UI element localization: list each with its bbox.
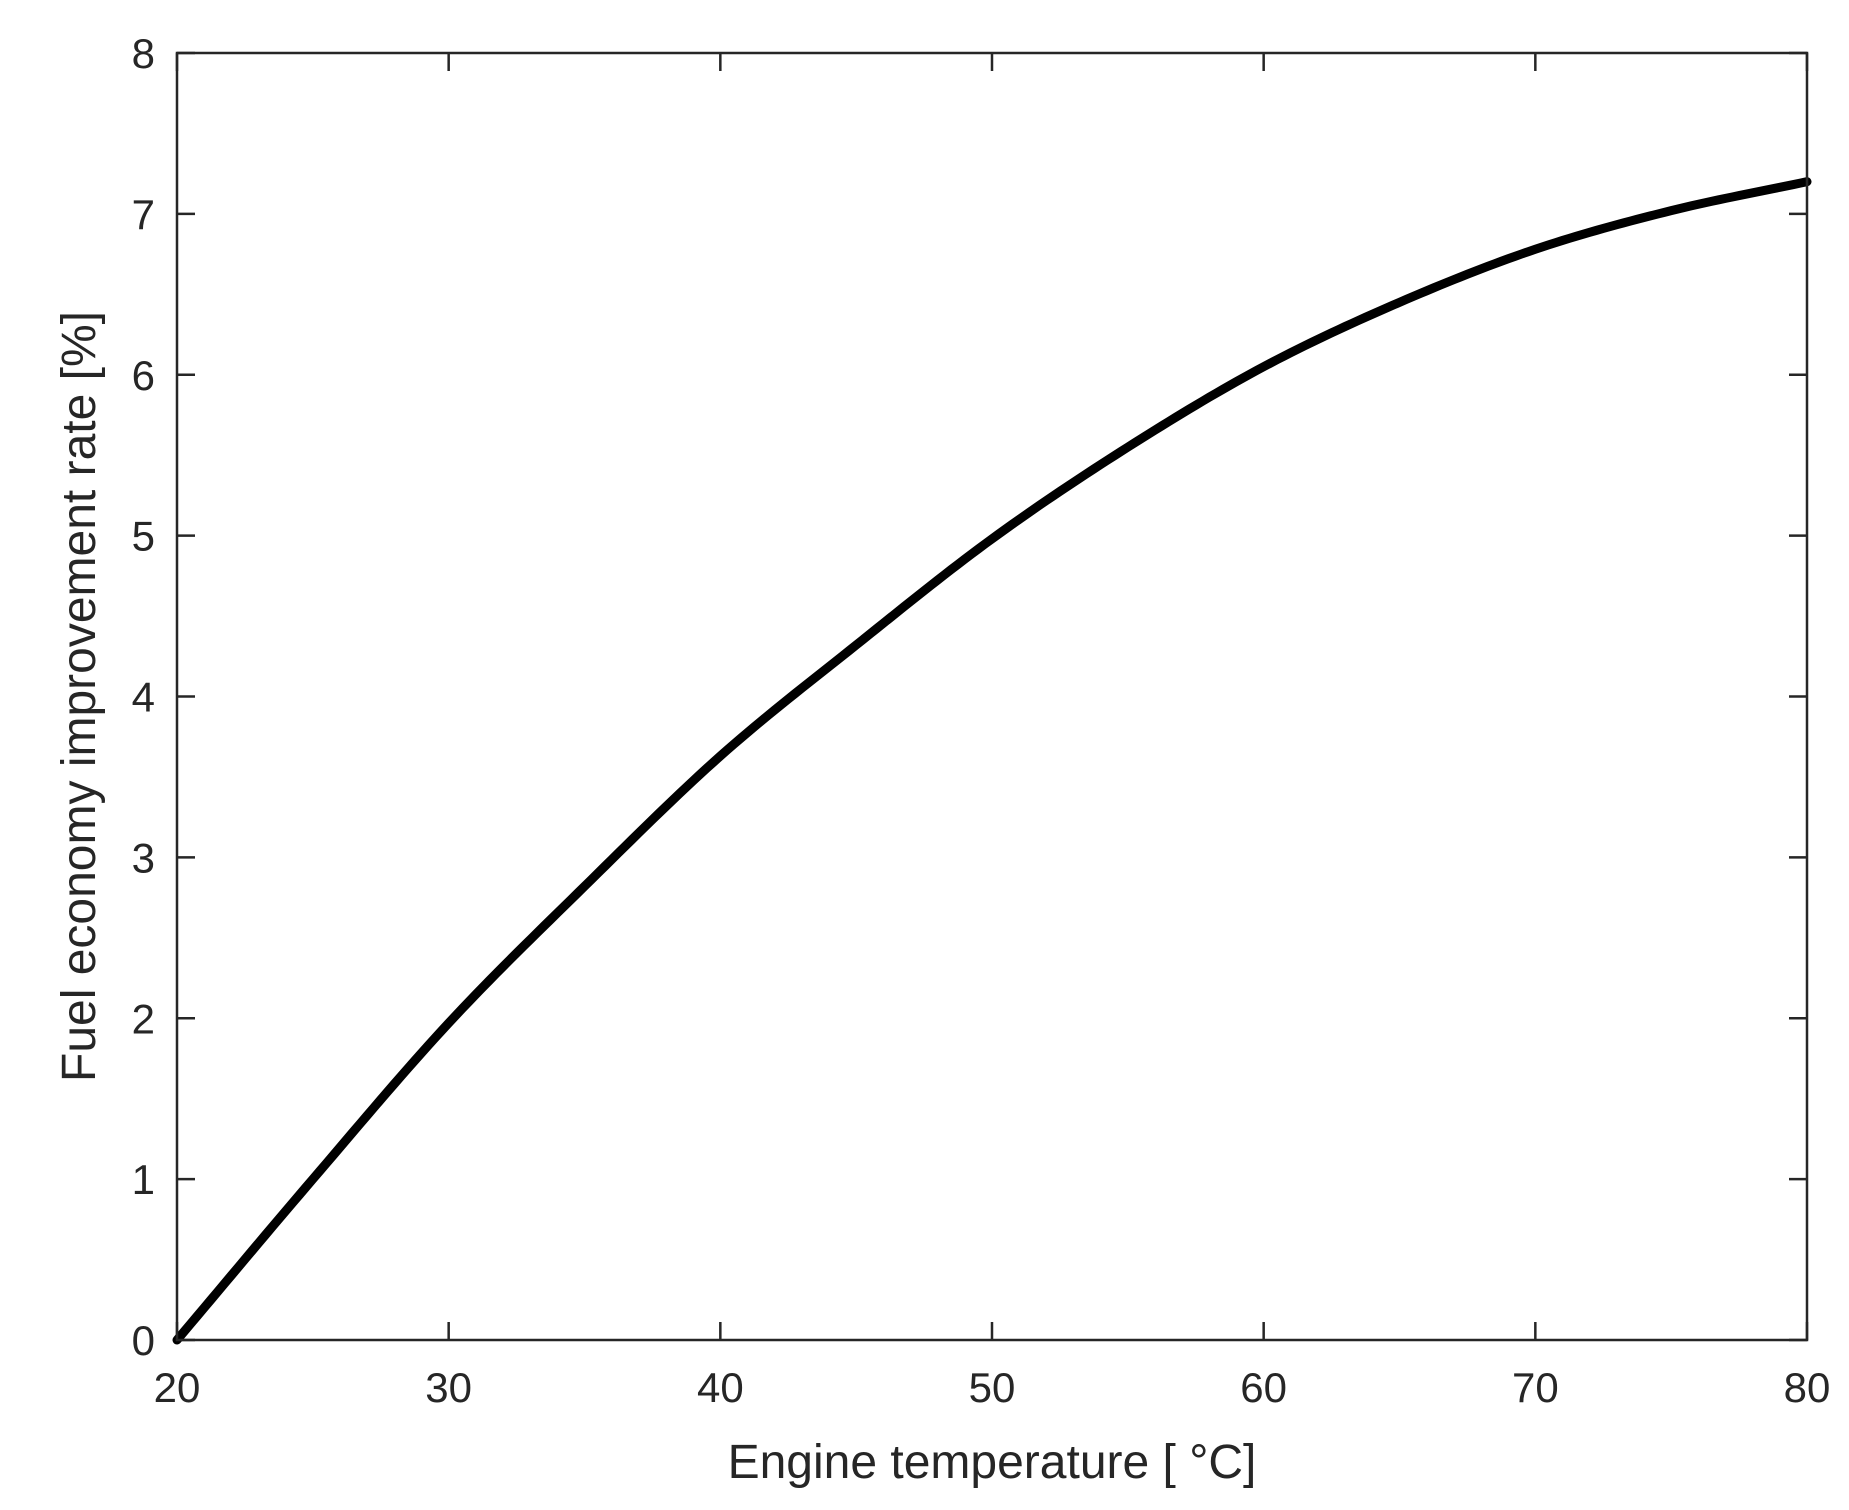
- x-axis-title: Engine temperature [ °C]: [728, 1436, 1257, 1489]
- y-tick-label: 2: [132, 995, 155, 1042]
- y-axis-title: Fuel economy improvement rate [%]: [53, 311, 106, 1082]
- y-tick-label: 5: [132, 513, 155, 560]
- x-tick-label: 20: [154, 1364, 201, 1411]
- x-tick-label: 40: [697, 1364, 744, 1411]
- plot-frame: [175, 51, 1809, 1342]
- x-tick-label: 80: [1784, 1364, 1831, 1411]
- y-tick-label: 1: [132, 1156, 155, 1203]
- y-tick-label: 7: [132, 191, 155, 238]
- y-tick-labels: 0 1 2 3 4 5 6 7 8: [132, 30, 155, 1364]
- x-tick-label: 50: [969, 1364, 1016, 1411]
- x-tick-label: 60: [1240, 1364, 1287, 1411]
- y-tick-label: 4: [132, 674, 155, 721]
- x-tick-label: 30: [425, 1364, 472, 1411]
- y-tick-label: 3: [132, 834, 155, 881]
- x-tick-label: 70: [1512, 1364, 1559, 1411]
- y-tick-label: 6: [132, 352, 155, 399]
- y-tick-label: 0: [132, 1317, 155, 1364]
- plot-area: [172, 51, 1812, 1345]
- series-line: [172, 177, 1812, 1345]
- y-tick-label: 8: [132, 30, 155, 77]
- x-tick-labels: 20 30 40 50 60 70 80: [154, 1364, 1831, 1411]
